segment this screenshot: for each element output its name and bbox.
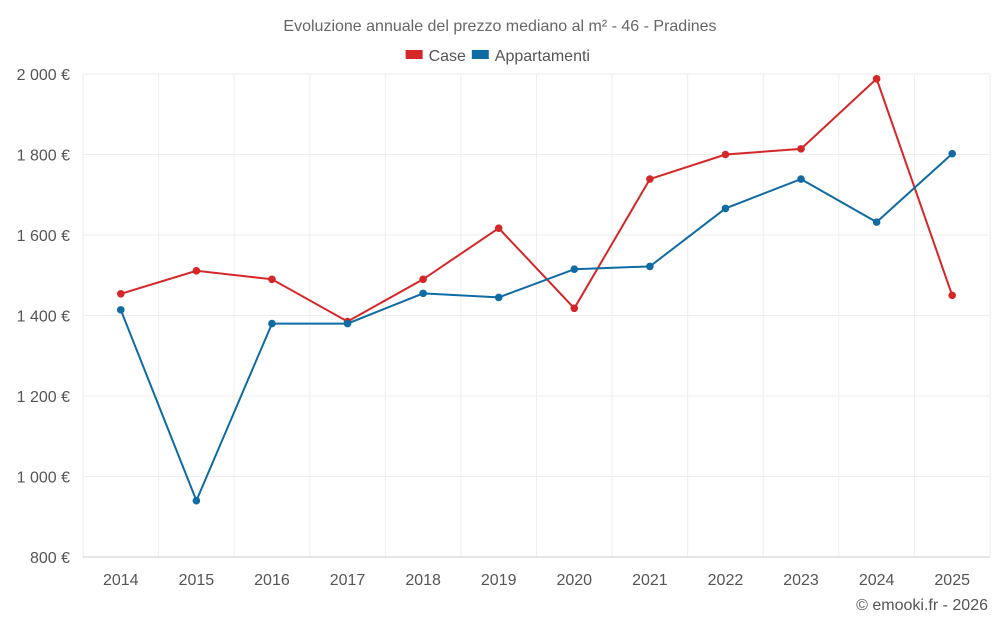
data-point-appartamenti[interactable]	[494, 293, 503, 302]
data-point-appartamenti[interactable]	[419, 289, 427, 298]
y-tick-label: 1 600 €	[17, 228, 70, 245]
legend-item-case[interactable]: Case	[405, 48, 466, 65]
data-point-appartamenti[interactable]	[570, 265, 579, 274]
x-tick-label: 2017	[330, 572, 366, 589]
legend-swatch-appartamenti	[471, 50, 489, 59]
x-tick-label: 2020	[556, 572, 592, 589]
data-point-appartamenti[interactable]	[343, 319, 352, 328]
data-point-appartamenti[interactable]	[872, 218, 881, 226]
data-point-appartamenti[interactable]	[721, 204, 730, 213]
x-tick-label: 2023	[783, 572, 819, 589]
data-point-case[interactable]	[192, 267, 201, 275]
series-case	[116, 75, 957, 326]
credit-text: © emooki.fr - 2026	[856, 597, 988, 614]
legend: Case Appartamenti	[405, 48, 590, 65]
legend-item-appartamenti[interactable]: Appartamenti	[471, 48, 590, 65]
data-point-case[interactable]	[570, 304, 579, 313]
x-tick-label: 2014	[103, 572, 139, 589]
data-point-case[interactable]	[797, 145, 805, 153]
x-axis-ticks: 2014 2015 2016 2017 2018 2019 2020 2021 2022 2023…	[103, 572, 970, 589]
x-tick-label: 2018	[405, 572, 441, 589]
x-tick-label: 2022	[708, 572, 744, 589]
data-point-appartamenti[interactable]	[797, 175, 805, 183]
series-layer	[116, 75, 957, 505]
data-point-case[interactable]	[872, 75, 881, 83]
y-axis-ticks: 800 € 1 000 € 1 200 € 1 400 € 1 600 € 1 800 €…	[17, 67, 70, 567]
grid-lines	[82, 73, 991, 558]
y-tick-label: 1 800 €	[17, 148, 70, 165]
data-point-case[interactable]	[721, 150, 730, 159]
series-line-case	[120, 77, 954, 323]
y-tick-label: 2 000 €	[17, 67, 70, 84]
legend-label-appartamenti: Appartamenti	[495, 48, 590, 65]
series-line-appartamenti	[119, 152, 953, 504]
x-tick-label: 2025	[934, 572, 970, 589]
data-point-case[interactable]	[268, 275, 276, 284]
legend-label-case: Case	[429, 48, 466, 65]
data-point-case[interactable]	[419, 275, 427, 284]
data-point-case[interactable]	[116, 289, 125, 298]
data-point-case[interactable]	[646, 175, 654, 183]
x-tick-label: 2015	[179, 572, 215, 589]
data-point-appartamenti[interactable]	[116, 306, 125, 314]
data-point-case[interactable]	[948, 291, 957, 300]
series-appartamenti	[116, 149, 957, 505]
y-tick-label: 1 200 €	[17, 389, 70, 406]
data-point-appartamenti[interactable]	[192, 496, 201, 505]
x-tick-label: 2016	[254, 572, 290, 589]
legend-swatch-case	[405, 50, 423, 59]
data-point-appartamenti[interactable]	[268, 319, 276, 328]
data-point-appartamenti[interactable]	[646, 262, 654, 271]
y-tick-label: 800 €	[30, 550, 70, 567]
data-point-appartamenti[interactable]	[948, 149, 957, 158]
x-tick-label: 2021	[632, 572, 668, 589]
x-tick-label: 2019	[481, 572, 517, 589]
chart-title: Evoluzione annuale del prezzo mediano al…	[283, 18, 716, 35]
x-tick-label: 2024	[859, 572, 895, 589]
y-tick-label: 1 000 €	[17, 470, 70, 487]
data-point-case[interactable]	[494, 224, 503, 232]
y-tick-label: 1 400 €	[17, 309, 70, 326]
